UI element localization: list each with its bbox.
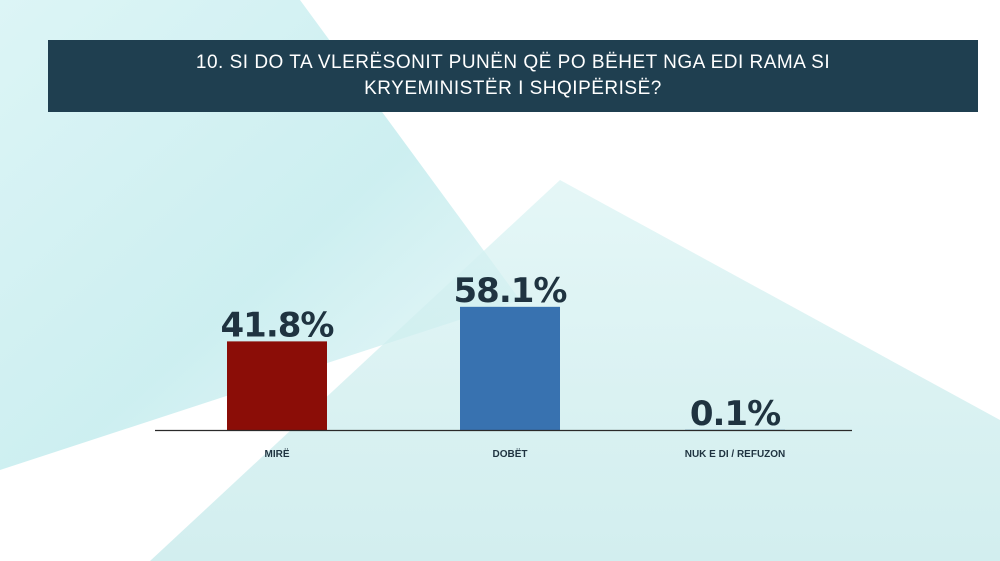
bg-teal-left-shape (0, 0, 520, 470)
category-labels-group: MIRË DOBËT NUK E DI / REFUZON (265, 447, 786, 460)
bg-teal-lower-shape (150, 180, 1000, 561)
bars-group (227, 306, 785, 430)
question-title-bar: 10. SI DO TA VLERËSONIT PUNËN QË PO BËHE… (48, 40, 978, 112)
value-label-dobet: 58.1% (454, 271, 567, 311)
value-label-nuk-e-di-refuzon: 0.1% (690, 394, 780, 434)
category-label-mire: MIRË (265, 447, 290, 460)
bar-dobet (460, 306, 560, 430)
value-labels-group: 41.8% 58.1% 0.1% (221, 271, 782, 434)
category-label-nuk-e-di-refuzon: NUK E DI / REFUZON (685, 449, 786, 460)
bg-white-wedge (0, 470, 150, 561)
category-label-dobet: DOBËT (493, 447, 528, 460)
question-title: 10. SI DO TA VLERËSONIT PUNËN QË PO BËHE… (195, 52, 831, 99)
value-label-mire: 41.8% (221, 305, 334, 345)
bar-mire (227, 341, 327, 430)
